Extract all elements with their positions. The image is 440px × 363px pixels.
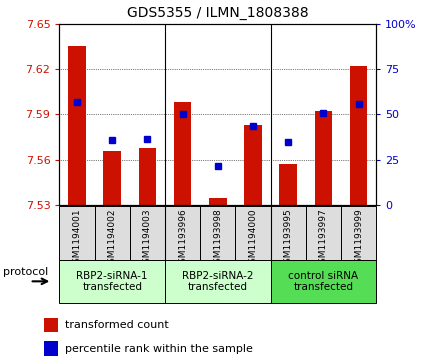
Bar bbox=[95, 206, 130, 260]
Text: GSM1194001: GSM1194001 bbox=[73, 208, 81, 269]
Text: RBP2-siRNA-1
transfected: RBP2-siRNA-1 transfected bbox=[77, 270, 148, 292]
Bar bbox=[315, 111, 332, 205]
Bar bbox=[59, 260, 165, 303]
Bar bbox=[244, 125, 262, 205]
Text: RBP2-siRNA-2
transfected: RBP2-siRNA-2 transfected bbox=[182, 270, 253, 292]
Bar bbox=[174, 102, 191, 205]
Text: GSM1193997: GSM1193997 bbox=[319, 208, 328, 269]
Text: GSM1193999: GSM1193999 bbox=[354, 208, 363, 269]
Text: protocol: protocol bbox=[3, 267, 48, 277]
Bar bbox=[44, 342, 58, 356]
Bar bbox=[165, 260, 271, 303]
Bar bbox=[103, 151, 121, 205]
Text: transformed count: transformed count bbox=[65, 320, 168, 330]
Bar bbox=[44, 318, 58, 332]
Text: GSM1194002: GSM1194002 bbox=[108, 208, 117, 269]
Bar bbox=[341, 206, 376, 260]
Bar bbox=[139, 148, 156, 205]
Text: GSM1193995: GSM1193995 bbox=[284, 208, 293, 269]
Bar bbox=[200, 206, 235, 260]
Bar bbox=[68, 46, 86, 205]
Text: GSM1194000: GSM1194000 bbox=[249, 208, 257, 269]
Title: GDS5355 / ILMN_1808388: GDS5355 / ILMN_1808388 bbox=[127, 6, 308, 20]
Text: GSM1193998: GSM1193998 bbox=[213, 208, 222, 269]
Text: GSM1194003: GSM1194003 bbox=[143, 208, 152, 269]
Text: control siRNA
transfected: control siRNA transfected bbox=[288, 270, 359, 292]
Bar bbox=[165, 206, 200, 260]
Bar bbox=[209, 197, 227, 205]
Bar bbox=[350, 66, 367, 205]
Bar bbox=[306, 206, 341, 260]
Text: percentile rank within the sample: percentile rank within the sample bbox=[65, 343, 253, 354]
Bar bbox=[271, 260, 376, 303]
Bar bbox=[235, 206, 271, 260]
Bar bbox=[271, 206, 306, 260]
Bar bbox=[279, 164, 297, 205]
Bar bbox=[130, 206, 165, 260]
Text: GSM1193996: GSM1193996 bbox=[178, 208, 187, 269]
Bar bbox=[59, 206, 95, 260]
